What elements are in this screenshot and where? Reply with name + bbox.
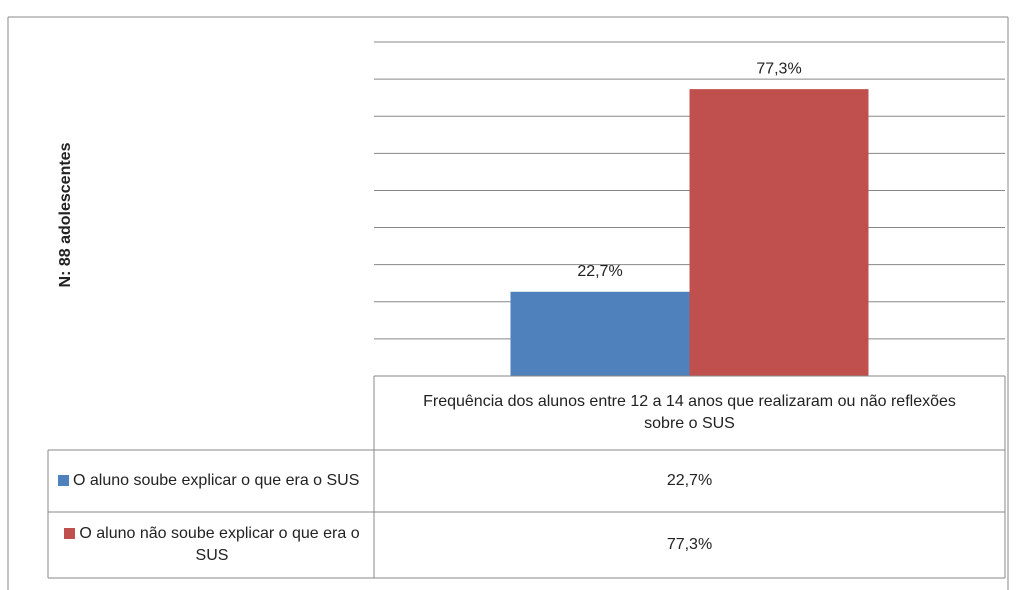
legend-entry: O aluno soube explicar o que era o SUS [58, 470, 359, 492]
bar [689, 89, 869, 377]
table-value: 22,7% [666, 472, 713, 489]
legend-text: O aluno não soube explicar o que era o S… [79, 525, 360, 564]
bar [510, 291, 690, 376]
legend-entry: O aluno não soube explicar o que era o S… [58, 523, 366, 567]
data-label: 22,7% [577, 263, 622, 280]
y-axis-title: N: 88 adolescentes [57, 142, 74, 287]
legend-key [58, 475, 69, 486]
legend-cell: O aluno não soube explicar o que era o S… [48, 512, 374, 578]
data-label: 77,3% [756, 60, 801, 77]
legend-key [64, 528, 76, 539]
table-header: Frequência dos alunos entre 12 a 14 anos… [423, 393, 956, 432]
legend-text: O aluno soube explicar o que era o SUS [73, 472, 360, 489]
table-value: 77,3% [666, 536, 713, 553]
legend-cell: O aluno soube explicar o que era o SUS [48, 450, 374, 512]
